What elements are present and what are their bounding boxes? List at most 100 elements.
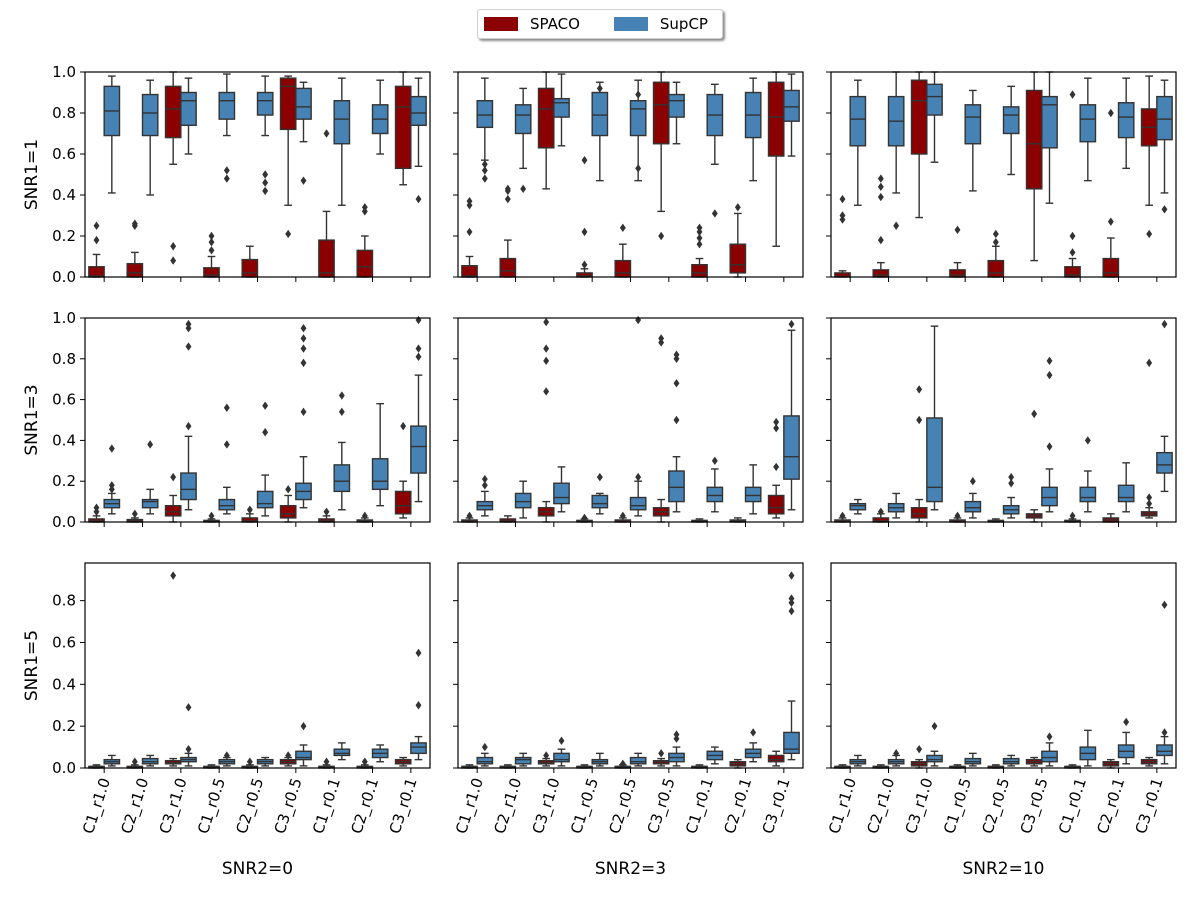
iqr-box (258, 93, 273, 116)
outlier-point (301, 408, 307, 416)
outlier-point (285, 751, 291, 759)
outlier-point (789, 607, 795, 615)
outlier-point (1070, 90, 1076, 98)
iqr-box (850, 97, 865, 146)
outlier-point (878, 193, 884, 201)
spaco-box-C3_r0.1 (396, 422, 411, 518)
x-tick-label: C3_r0.5 (1017, 776, 1053, 837)
outlier-point (916, 385, 922, 393)
x-tick-label: C1_r0.5 (940, 776, 976, 837)
iqr-box (166, 86, 181, 137)
supcp-box-C2_r0.5 (631, 753, 646, 766)
spaco-box-C1_r0.1 (1065, 90, 1080, 277)
outlier-point (324, 508, 330, 516)
x-tick-label: C3_r0.5 (644, 776, 680, 837)
spaco-box-C3_r1.0 (166, 473, 181, 522)
iqr-box (692, 265, 707, 277)
outlier-point (543, 318, 549, 326)
supcp-box-C2_r0.5 (1004, 755, 1019, 765)
spaco-box-C1_r0.5 (577, 156, 592, 277)
y-tick-label: 0.8 (52, 592, 76, 610)
supcp-box-C2_r0.5 (1004, 473, 1019, 518)
outlier-point (1108, 217, 1114, 225)
outlier-point (186, 422, 192, 430)
outlier-point (1047, 442, 1053, 450)
row-label: SNR1=3 (22, 384, 42, 455)
outlier-point (262, 179, 268, 187)
iqr-box (769, 495, 784, 513)
x-tick-label: C1_r1.0 (452, 776, 488, 837)
row-label: SNR1=5 (22, 630, 42, 701)
spaco-box-C3_r0.5 (281, 76, 296, 238)
legend-swatch-supcp (614, 17, 648, 31)
y-tick-label: 1.0 (52, 309, 76, 327)
iqr-box (965, 502, 980, 512)
outlier-point (505, 195, 511, 203)
supcp-box-C1_r0.5 (592, 82, 607, 180)
supcp-box-C2_r1.0 (516, 753, 531, 766)
y-tick-label: 1.0 (52, 63, 76, 81)
spaco-box-C3_r0.1 (769, 751, 784, 766)
panel-frame (458, 563, 803, 768)
outlier-point (467, 512, 473, 520)
legend-swatch-spaco (484, 17, 518, 31)
spaco-box-C3_r0.5 (1027, 758, 1042, 766)
iqr-box (1157, 745, 1172, 755)
iqr-box (554, 753, 569, 761)
spaco-box-C1_r1.0 (89, 222, 104, 277)
outlier-point (170, 242, 176, 250)
iqr-box (654, 82, 669, 144)
outlier-point (1146, 230, 1152, 238)
outlier-point (658, 232, 664, 240)
iqr-box (1157, 453, 1172, 473)
supcp-box-C1_r0.1 (707, 747, 722, 764)
supcp-box-C1_r1.0 (850, 755, 865, 765)
outlier-point (362, 512, 368, 520)
supcp-box-C1_r0.5 (592, 753, 607, 766)
spaco-box-C3_r0.5 (654, 72, 669, 240)
outlier-point (94, 222, 100, 230)
spaco-box-C2_r0.1 (1103, 760, 1118, 768)
panel-r2-c3 (826, 318, 1176, 527)
iqr-box (334, 749, 349, 755)
outlier-point (1070, 248, 1076, 256)
iqr-box (554, 99, 569, 117)
iqr-box (912, 508, 927, 518)
panel-r1-c1: 0.00.20.40.60.81.0 (52, 63, 430, 286)
x-tick-label: C2_r0.1 (720, 776, 756, 837)
outlier-point (773, 463, 779, 471)
x-tick-label: C3_r0.1 (386, 776, 422, 837)
iqr-box (927, 418, 942, 502)
x-tick-label: C3_r0.1 (759, 776, 795, 837)
outlier-point (170, 256, 176, 264)
iqr-box (784, 416, 799, 479)
x-tick-label: C2_r1.0 (117, 776, 153, 837)
outlier-point (247, 506, 253, 514)
iqr-box (873, 270, 888, 277)
iqr-box (396, 491, 411, 513)
outlier-point (301, 344, 307, 352)
spaco-box-C3_r1.0 (912, 72, 927, 218)
y-tick-label: 0.0 (52, 268, 76, 286)
boxplot-figure: 0.00.20.40.60.81.0SNR1=10.00.20.40.60.81… (0, 0, 1200, 900)
spaco-box-C1_r0.5 (950, 226, 965, 277)
iqr-box (143, 95, 158, 136)
supcp-box-C1_r0.5 (219, 751, 234, 766)
spaco-box-C1_r0.1 (319, 129, 334, 277)
supcp-box-C2_r0.1 (1119, 78, 1134, 168)
outlier-point (482, 174, 488, 182)
panel-r1-c2 (453, 72, 803, 282)
outlier-point (750, 728, 756, 736)
supcp-box-C3_r1.0 (927, 722, 942, 766)
outlier-point (559, 737, 565, 745)
outlier-point (840, 195, 846, 203)
y-tick-label: 0.0 (52, 759, 76, 777)
supcp-box-C3_r0.5 (296, 722, 311, 766)
supcp-box-C3_r1.0 (554, 737, 569, 766)
supcp-box-C3_r0.1 (411, 316, 426, 502)
outlier-point (400, 422, 406, 430)
spaco-box-C3_r0.5 (654, 334, 669, 522)
x-tick-label: C3_r1.0 (529, 776, 565, 837)
supcp-box-C3_r0.1 (784, 320, 799, 510)
iqr-box (1027, 90, 1042, 188)
